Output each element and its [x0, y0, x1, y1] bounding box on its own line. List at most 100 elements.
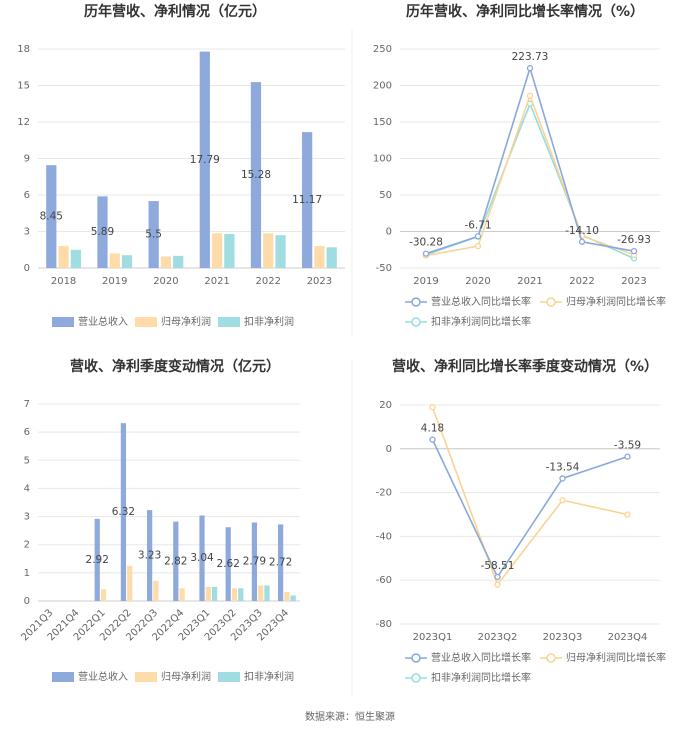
legend-label: 扣非净利润同比增长率 [431, 671, 531, 684]
legend-swatch [546, 653, 556, 663]
x-tick-label: 2023Q1 [413, 632, 453, 643]
legend-label: 营业总收入 [78, 670, 128, 683]
bar [264, 585, 270, 601]
data-label: 2.72 [269, 557, 292, 569]
data-label: 2.92 [86, 554, 109, 566]
data-label: 3.23 [138, 550, 161, 562]
bar [58, 246, 69, 268]
x-tick-label: 2021 [204, 276, 229, 287]
bar [277, 524, 284, 601]
bar [173, 521, 179, 601]
point [429, 404, 436, 411]
y-tick-label: 9 [24, 154, 30, 165]
line [431, 406, 628, 587]
data-label: 2.82 [164, 555, 187, 567]
legend-swatch [411, 673, 421, 683]
data-label: -6.71 [464, 219, 491, 231]
bar [153, 580, 159, 601]
x-tick-label: 2023Q2 [478, 632, 518, 643]
data-label: 223.73 [512, 51, 549, 63]
x-tick-label: 2023 [307, 276, 332, 287]
y-tick-label: 7 [24, 399, 30, 410]
bar [109, 253, 120, 268]
bar [211, 586, 218, 601]
bar [225, 527, 231, 601]
bar [173, 255, 184, 268]
y-tick-label: 250 [373, 44, 392, 55]
legend-swatch [135, 672, 157, 682]
legend-swatch [411, 317, 421, 327]
legend-label: 营业总收入 [78, 315, 128, 328]
legend-label: 扣非净利润同比增长率 [431, 315, 531, 328]
bar [211, 233, 223, 268]
chart-title: 历年营收、净利情况（亿元） [84, 3, 266, 20]
legend-label: 扣非净利润 [244, 670, 294, 683]
bar [100, 589, 107, 601]
legend-swatch [411, 297, 421, 307]
line [425, 101, 635, 260]
legend-label: 营业总收入同比增长率 [431, 651, 531, 664]
bar [121, 255, 133, 268]
data-label: 8.45 [40, 211, 63, 223]
point [559, 475, 566, 482]
point [630, 248, 638, 255]
bar [148, 201, 159, 268]
point [474, 233, 482, 240]
footer: 数据来源：恒生聚源 [305, 710, 395, 723]
y-tick-label: -50 [376, 263, 392, 274]
data-label: -13.54 [546, 461, 580, 473]
y-tick-label: 6 [24, 427, 30, 438]
bar [127, 565, 133, 601]
data-label: 5.5 [145, 229, 162, 241]
point [422, 250, 430, 257]
x-tick-label: 2021 [517, 276, 542, 287]
bar [46, 165, 57, 268]
x-tick-label: 2020 [153, 276, 178, 287]
data-label: 2.62 [217, 558, 240, 570]
point [474, 242, 482, 250]
bar [160, 256, 172, 268]
y-tick-label: 0 [24, 596, 30, 607]
bar [263, 233, 274, 268]
data-label: 2.79 [243, 556, 266, 568]
bar [251, 522, 258, 601]
legend-label: 归母净利润 [161, 670, 211, 683]
y-tick-label: 4 [24, 483, 30, 494]
point [429, 436, 436, 443]
bar [275, 235, 286, 268]
y-tick-label: 6 [24, 190, 30, 201]
bar [314, 246, 325, 268]
y-tick-label: 18 [17, 44, 30, 55]
y-tick-label: 5 [24, 455, 30, 466]
y-tick-label: 12 [17, 117, 30, 128]
legend-swatch [218, 672, 240, 682]
bar [284, 591, 290, 601]
y-tick-label: 200 [373, 81, 392, 92]
legend-label: 营业总收入同比增长率 [431, 295, 531, 308]
x-tick-label: 2019 [413, 276, 438, 287]
y-tick-label: 150 [373, 117, 392, 128]
bar [146, 510, 153, 601]
y-tick-label: 15 [17, 81, 30, 92]
bar [238, 588, 244, 601]
y-tick-label: 2 [24, 540, 30, 551]
line [431, 439, 628, 579]
bar [258, 585, 264, 601]
x-tick-label: 2020 [465, 276, 490, 287]
y-tick-label: 20 [379, 400, 392, 411]
bar [250, 82, 262, 269]
bar [326, 247, 337, 268]
y-tick-label: 0 [386, 227, 392, 238]
legend-label: 归母净利润 [161, 315, 211, 328]
point [578, 238, 586, 245]
legend-label: 归母净利润同比增长率 [566, 295, 666, 308]
x-tick-label: 2018 [51, 276, 76, 287]
x-tick-label: 2023 [621, 276, 646, 287]
bar [120, 423, 127, 601]
data-label: -3.59 [614, 440, 641, 452]
x-tick-label: 2022 [256, 276, 281, 287]
bar [199, 51, 210, 269]
bar [179, 588, 185, 601]
legend-swatch [218, 317, 240, 327]
